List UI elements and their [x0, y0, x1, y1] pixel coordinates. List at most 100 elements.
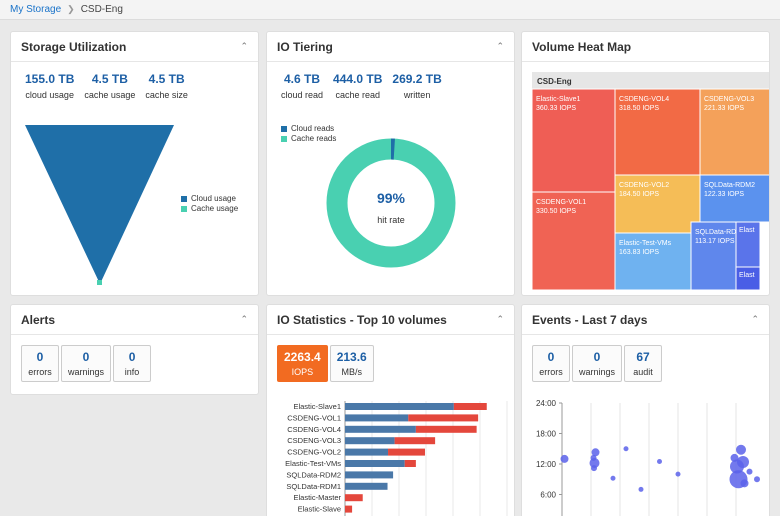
- legend-item: Cloud reads: [281, 124, 336, 134]
- panel-header: Events - Last 7 days ⌃: [522, 305, 769, 335]
- collapse-chevron-icon[interactable]: ⌃: [496, 314, 504, 324]
- legend-item: Cache usage: [181, 204, 238, 214]
- heat-map-treemap: CSD-Eng Elastic-Slave1 360.33 IOPS CSDENG-…: [532, 72, 770, 290]
- stat-written: 269.2 TB written: [392, 72, 441, 100]
- event-point[interactable]: [610, 475, 616, 481]
- stat-cache-size: 4.5 TB cache size: [145, 72, 188, 100]
- bar-segment: [404, 460, 416, 467]
- event-point[interactable]: [638, 486, 644, 492]
- collapse-chevron-icon[interactable]: ⌃: [240, 314, 248, 324]
- bar-category-label: CSDENG-VOL2: [287, 448, 341, 457]
- badge-label: info: [124, 367, 140, 377]
- stat-cloud-usage: 155.0 TB cloud usage: [25, 72, 74, 100]
- legend-swatch: [281, 126, 287, 132]
- alert-info-badge[interactable]: 0 info: [113, 345, 152, 382]
- badge-count: 0: [547, 350, 555, 364]
- badge-count: 2263.4: [284, 350, 321, 364]
- panel-header: Alerts ⌃: [11, 305, 258, 335]
- badge-count: 0: [82, 350, 90, 364]
- badge-count: 0: [36, 350, 44, 364]
- treemap-group-header: [532, 72, 769, 89]
- bar-segment: [345, 425, 416, 433]
- stat-label: written: [403, 90, 431, 100]
- bar-category-label: CSDENG-VOL3: [287, 436, 341, 445]
- storage-funnel-chart: [25, 125, 174, 285]
- legend-item: Cache reads: [281, 134, 336, 144]
- event-point[interactable]: [591, 448, 600, 457]
- event-point[interactable]: [746, 468, 753, 475]
- iops-tab[interactable]: 2263.4 IOPS: [277, 345, 328, 382]
- stat-value: 4.5 TB: [91, 72, 128, 86]
- badge-label: audit: [633, 367, 653, 377]
- event-point[interactable]: [675, 471, 681, 477]
- treemap-cell[interactable]: [614, 232, 692, 290]
- event-point[interactable]: [591, 465, 597, 472]
- collapse-chevron-icon[interactable]: ⌃: [751, 314, 759, 324]
- event-point[interactable]: [623, 446, 629, 452]
- panel-title: Storage Utilization: [21, 39, 127, 54]
- badge-label: MB/s: [341, 367, 362, 377]
- hit-rate-donut-chart: 99% hit rate: [326, 138, 456, 268]
- bar-category-label: Elastic-Slave1: [293, 402, 341, 411]
- treemap-cell[interactable]: [699, 88, 770, 176]
- event-point[interactable]: [736, 444, 746, 455]
- top-volumes-bar-chart: Elastic-Slave1 CSDENG-VOL1 CSDENG-VOL4 CSDE…: [285, 401, 508, 516]
- alert-errors-badge[interactable]: 0 errors: [21, 345, 59, 382]
- badge-label: warnings: [68, 367, 105, 377]
- bar-segment: [345, 505, 353, 513]
- badge-label: errors: [539, 367, 563, 377]
- breadcrumb-root-link[interactable]: My Storage: [10, 4, 62, 15]
- legend-swatch: [281, 136, 287, 142]
- cloud-usage-funnel: [25, 125, 174, 284]
- event-point[interactable]: [740, 479, 749, 488]
- bar-category-label: CSDENG-VOL4: [287, 425, 341, 434]
- storage-stats: 155.0 TB cloud usage 4.5 TB cache usage 4.…: [11, 62, 258, 100]
- treemap-cell-name: SQLData-RDM2: [704, 182, 755, 189]
- tiering-legend: Cloud reads Cache reads: [281, 124, 336, 144]
- bar-segment: [415, 425, 477, 433]
- event-point[interactable]: [737, 455, 749, 468]
- bar-segment: [453, 403, 487, 410]
- stat-value: 444.0 TB: [333, 72, 383, 86]
- event-point[interactable]: [657, 458, 662, 464]
- treemap-cell[interactable]: [532, 191, 616, 290]
- treemap-cell-name: Elastic-Test-VMs: [619, 240, 672, 247]
- collapse-chevron-icon[interactable]: ⌃: [240, 41, 248, 51]
- cache-usage-funnel: [97, 280, 102, 285]
- mbps-tab[interactable]: 213.6 MB/s: [329, 345, 374, 382]
- event-errors-badge[interactable]: 0 errors: [532, 345, 570, 382]
- stat-label: cloud read: [281, 90, 324, 100]
- bar-segment: [345, 414, 409, 422]
- treemap-cell-name: SQLData-RDM1: [695, 229, 746, 236]
- event-audit-badge[interactable]: 67 audit: [624, 345, 663, 382]
- treemap-cell[interactable]: [690, 221, 737, 290]
- treemap-cell-value: 184.50 IOPS: [619, 191, 659, 198]
- bar-segment: [345, 403, 454, 410]
- badge-count: 0: [593, 350, 601, 364]
- alert-warnings-badge[interactable]: 0 warnings: [61, 345, 112, 382]
- panel-title: Volume Heat Map: [532, 39, 632, 54]
- bar-segment: [345, 460, 405, 467]
- event-point[interactable]: [589, 457, 600, 468]
- cloud-reads-arc: [326, 138, 456, 268]
- collapse-chevron-icon[interactable]: ⌃: [496, 41, 504, 51]
- stat-value: 269.2 TB: [392, 72, 442, 86]
- treemap-cell-value: 330.50 IOPS: [536, 208, 576, 215]
- treemap-cell[interactable]: [735, 266, 761, 290]
- treemap-cell[interactable]: [532, 88, 616, 193]
- bar-category-label: SQLData-RDM1: [286, 482, 341, 491]
- event-point[interactable]: [754, 476, 760, 483]
- event-warnings-badge[interactable]: 0 warnings: [572, 345, 623, 382]
- legend-label: Cache reads: [291, 134, 337, 143]
- treemap-cell[interactable]: [735, 221, 761, 268]
- legend-label: Cloud reads: [291, 124, 335, 133]
- treemap-cell-name: Elast: [739, 227, 755, 234]
- hit-rate-label: hit rate: [377, 215, 405, 225]
- stat-label: cache read: [335, 90, 380, 100]
- io-stat-badges: 2263.4 IOPS 213.6 MB/s: [267, 335, 514, 382]
- bar-segment: [345, 482, 388, 490]
- panel-title: IO Statistics - Top 10 volumes: [277, 312, 447, 327]
- treemap-cell-name: CSDENG-VOL3: [704, 96, 754, 103]
- event-point[interactable]: [560, 454, 569, 463]
- bar-category-label: SQLData-RDM2: [286, 470, 341, 479]
